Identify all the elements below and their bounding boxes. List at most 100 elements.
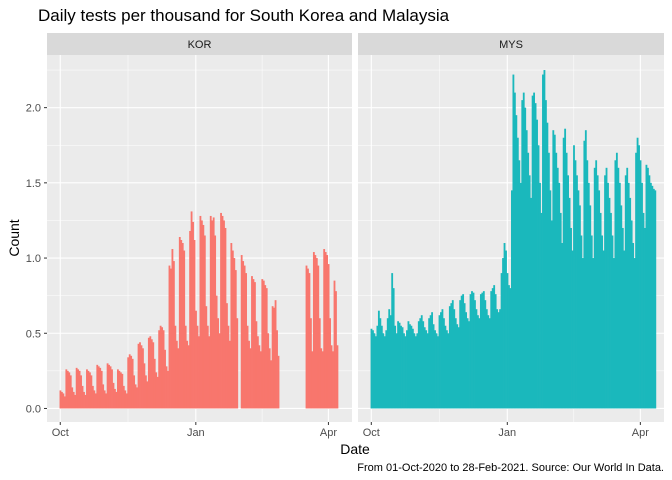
- bar-mys: [437, 336, 439, 409]
- bar-kor: [245, 273, 247, 409]
- bar-kor: [186, 340, 189, 409]
- x-tick-label: Apr: [632, 427, 649, 439]
- bar-kor: [87, 370, 90, 409]
- bar-kor: [177, 348, 180, 409]
- bar-kor: [335, 291, 337, 409]
- bar-mys: [567, 175, 570, 409]
- bar-mys: [518, 160, 521, 409]
- bar-mys: [553, 134, 556, 409]
- x-tick-label: Jan: [498, 427, 516, 439]
- bar-kor: [131, 358, 134, 409]
- bar-mys: [508, 285, 510, 409]
- bar-mys: [420, 315, 423, 409]
- bar-mys: [521, 100, 524, 409]
- bar-kor: [152, 342, 155, 409]
- bar-kor: [217, 318, 220, 409]
- bar-kor: [80, 375, 82, 409]
- bar-kor: [202, 224, 205, 409]
- bar-mys: [491, 288, 494, 409]
- bar-kor: [227, 325, 230, 409]
- bar-kor: [261, 279, 264, 409]
- bar-kor: [255, 321, 258, 409]
- bar-kor: [143, 363, 146, 409]
- bar-kor: [228, 340, 231, 409]
- bar-kor: [142, 348, 144, 409]
- bar-kor: [115, 391, 118, 409]
- bar-kor: [336, 345, 339, 409]
- bar-kor: [268, 348, 271, 409]
- strip-label-mys: MYS: [499, 39, 523, 51]
- bar-kor: [140, 345, 143, 409]
- bar-kor: [192, 221, 194, 409]
- bar-mys: [570, 227, 572, 409]
- bar-mys: [506, 273, 509, 409]
- bar-mys: [627, 182, 630, 409]
- bar-mys: [373, 333, 376, 409]
- bar-mys: [512, 74, 515, 409]
- bar-mys: [426, 333, 429, 409]
- bar-mys: [565, 152, 568, 409]
- bar-mys: [406, 330, 408, 409]
- bar-mys: [542, 74, 544, 409]
- bar-kor: [168, 265, 171, 409]
- bar-kor: [190, 211, 193, 409]
- bar-mys: [462, 294, 465, 409]
- bar-kor: [147, 337, 150, 409]
- bar-mys: [587, 182, 590, 409]
- bar-kor: [265, 288, 268, 409]
- bar-mys: [574, 160, 577, 409]
- bar-mys: [545, 100, 547, 409]
- bar-mys: [564, 128, 567, 409]
- bar-mys: [610, 212, 612, 409]
- bar-mys: [555, 152, 558, 409]
- bar-kor: [240, 255, 243, 409]
- bar-mys: [636, 137, 639, 409]
- bar-mys: [533, 92, 536, 409]
- bar-mys: [385, 330, 388, 409]
- y-axis: 0.0 0.5 1.0 1.5 2.0: [26, 103, 47, 415]
- bar-mys: [503, 243, 506, 409]
- bar-mys: [485, 309, 488, 409]
- bar-kor: [172, 261, 175, 409]
- bar-mys: [383, 336, 386, 409]
- bar-mys: [642, 212, 645, 409]
- bar-kor: [156, 376, 159, 409]
- bar-mys: [614, 160, 617, 409]
- bar-kor: [321, 351, 324, 409]
- bar-kor: [199, 215, 202, 409]
- bar-mys: [576, 175, 578, 409]
- bar-kor: [221, 215, 224, 409]
- bar-kor: [121, 373, 124, 409]
- bar-kor: [327, 264, 330, 409]
- bar-mys: [484, 300, 487, 409]
- bar-mys: [519, 182, 522, 409]
- bar-mys: [583, 140, 586, 409]
- bars-kor: [59, 211, 339, 409]
- bar-kor: [214, 235, 217, 409]
- bar-mys: [386, 318, 389, 409]
- bar-mys: [502, 258, 504, 409]
- bar-mys: [596, 175, 599, 409]
- bar-kor: [189, 230, 192, 409]
- bar-kor: [195, 310, 197, 409]
- bar-kor: [74, 394, 77, 409]
- bar-kor: [307, 268, 309, 409]
- bar-mys: [403, 333, 405, 409]
- bar-kor: [91, 385, 94, 409]
- bar-mys: [511, 190, 513, 409]
- bar-kor: [220, 212, 222, 409]
- bar-mys: [608, 197, 611, 409]
- bar-kor: [72, 391, 75, 409]
- bar-kor: [112, 382, 115, 409]
- bar-kor: [149, 336, 152, 409]
- bar-kor: [205, 306, 208, 409]
- x-ticks-mys: Oct Jan Apr: [363, 422, 649, 439]
- bar-kor: [175, 340, 178, 409]
- bar-kor: [262, 280, 265, 409]
- bar-kor: [128, 354, 131, 409]
- bar-kor: [165, 366, 168, 409]
- bar-mys: [543, 70, 546, 409]
- bar-mys: [629, 197, 632, 409]
- bar-kor: [83, 391, 85, 409]
- bar-mys: [388, 309, 391, 409]
